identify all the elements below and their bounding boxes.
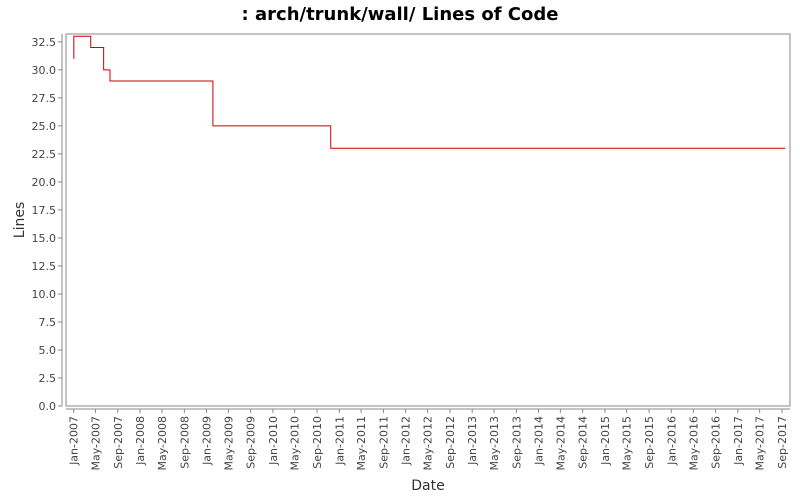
x-tick-label: Jan-2008 bbox=[134, 416, 147, 466]
x-axis-label: Date bbox=[411, 478, 444, 494]
x-tick-label: Sep-2017 bbox=[776, 416, 789, 469]
y-tick-label: 7.5 bbox=[39, 316, 57, 329]
x-tick-label: May-2016 bbox=[687, 416, 700, 471]
x-tick-label: Jan-2012 bbox=[400, 416, 413, 466]
x-tick-label: May-2012 bbox=[422, 416, 435, 471]
x-tick-label: May-2014 bbox=[554, 416, 567, 471]
series-layer bbox=[73, 35, 786, 149]
x-tick-label: Jan-2009 bbox=[201, 416, 214, 466]
y-tick-label: 15.0 bbox=[32, 232, 57, 245]
plot-area bbox=[65, 33, 791, 407]
x-tick-label: Sep-2012 bbox=[444, 416, 457, 469]
x-tick-label: May-2007 bbox=[89, 416, 102, 471]
y-tick-label: 0.0 bbox=[39, 400, 57, 413]
y-tick-label: 5.0 bbox=[39, 344, 57, 357]
x-tick-label: Sep-2016 bbox=[710, 416, 723, 469]
x-tick-label: Sep-2010 bbox=[311, 416, 324, 469]
x-tick-label: Jan-2014 bbox=[533, 416, 546, 466]
x-tick-label: Sep-2015 bbox=[643, 416, 656, 469]
y-tick-label: 2.5 bbox=[39, 372, 57, 385]
x-tick-label: Sep-2008 bbox=[178, 416, 191, 469]
lines-of-code-series-line bbox=[73, 35, 786, 149]
y-tick-label: 25.0 bbox=[32, 120, 57, 133]
x-tick-label: May-2010 bbox=[289, 416, 302, 471]
y-tick-label: 22.5 bbox=[32, 148, 57, 161]
x-tick-label: May-2017 bbox=[754, 416, 767, 471]
x-tick-label: Jan-2015 bbox=[599, 416, 612, 466]
x-axis: Jan-2007 May-2007 Sep-2007 Jan-2008 May-2008… bbox=[66, 408, 790, 471]
y-tick-label: 27.5 bbox=[32, 92, 57, 105]
y-tick-label: 17.5 bbox=[32, 204, 57, 217]
x-tick-label: May-2015 bbox=[621, 416, 634, 471]
x-tick-label: May-2008 bbox=[156, 416, 169, 471]
y-tick-label: 32.5 bbox=[32, 36, 57, 49]
x-tick-label: Jan-2016 bbox=[665, 416, 678, 466]
y-tick-label: 30.0 bbox=[32, 64, 57, 77]
x-tick-label: Jan-2007 bbox=[68, 416, 81, 466]
x-tick-label: Sep-2013 bbox=[510, 416, 523, 469]
y-tick-label: 12.5 bbox=[32, 260, 57, 273]
x-tick-label: Jan-2010 bbox=[267, 416, 280, 466]
y-tick-label: 20.0 bbox=[32, 176, 57, 189]
x-tick-label: Sep-2011 bbox=[377, 416, 390, 469]
x-tick-label: Sep-2014 bbox=[577, 416, 590, 469]
chart-title: : arch/trunk/wall/ Lines of Code bbox=[242, 4, 559, 25]
x-tick-label: May-2011 bbox=[355, 416, 368, 471]
y-axis-label: Lines bbox=[12, 202, 28, 238]
x-tick-label: Sep-2007 bbox=[112, 416, 125, 469]
x-tick-label: Jan-2013 bbox=[466, 416, 479, 466]
x-tick-label: May-2009 bbox=[222, 416, 235, 471]
x-tick-label: Jan-2011 bbox=[333, 416, 346, 466]
x-tick-label: Jan-2017 bbox=[732, 416, 745, 466]
x-tick-label: Sep-2009 bbox=[245, 416, 258, 469]
y-tick-label: 10.0 bbox=[32, 288, 57, 301]
y-axis: 0.0 2.5 5.0 7.5 10.0 12.5 15.0 17.5 20.0 22.5 25.0… bbox=[32, 34, 63, 413]
x-tick-label: May-2013 bbox=[488, 416, 501, 471]
